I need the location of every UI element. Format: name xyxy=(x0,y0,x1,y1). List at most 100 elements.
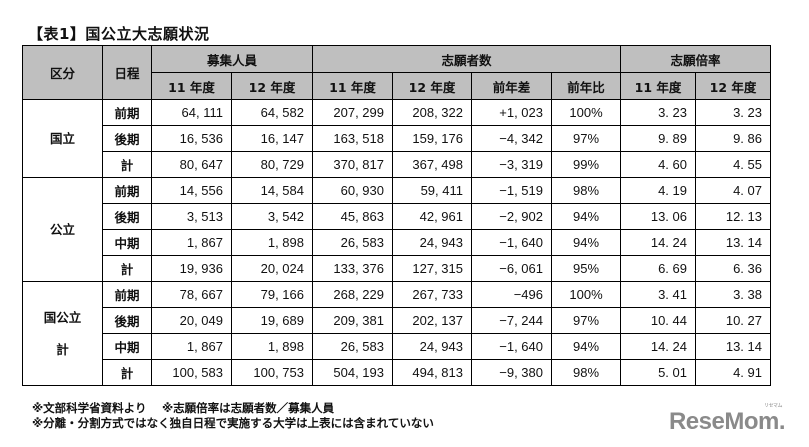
applicants-12-cell: 159, 176 xyxy=(392,125,472,152)
applicants-pct-cell: 94% xyxy=(551,229,621,256)
recruit-12-cell: 79, 166 xyxy=(231,281,313,308)
ratio-12-cell: 4. 55 xyxy=(695,151,771,178)
applicants-pct-cell: 98% xyxy=(551,359,621,386)
recruit-11-cell: 1, 867 xyxy=(151,333,232,360)
applicants-diff-cell: −2, 902 xyxy=(471,203,552,230)
recruit-11-cell: 14, 556 xyxy=(151,177,232,204)
applicants-12-cell: 24, 943 xyxy=(392,333,472,360)
category-label: 公立 xyxy=(49,221,75,237)
category-label: 計 xyxy=(56,341,69,357)
recruit-11-cell: 78, 667 xyxy=(151,281,232,308)
applicants-11-cell: 163, 518 xyxy=(312,125,393,152)
table-row: 後期 3, 513 3, 542 45, 863 42, 961 −2, 902 94% 13… xyxy=(23,203,771,230)
applicants-12-cell: 59, 411 xyxy=(392,177,472,204)
recruit-11-cell: 20, 049 xyxy=(151,307,232,334)
ratio-11-cell: 13. 06 xyxy=(620,203,696,230)
schedule-cell: 前期 xyxy=(102,177,152,204)
category-cell: 国立 xyxy=(22,99,103,178)
schedule-cell: 中期 xyxy=(102,333,152,360)
logo-text: ReseMom. xyxy=(668,408,786,435)
ratio-12-cell: 3. 23 xyxy=(695,99,771,126)
category-label: 国公立 xyxy=(43,309,82,325)
table-row: 国立 前期 64, 111 64, 582 207, 299 208, 322 +1, 02… xyxy=(22,99,771,178)
schedule-cell: 計 xyxy=(102,255,152,282)
table-row: 後期 16, 536 16, 147 163, 518 159, 176 −4, 342 9… xyxy=(23,125,771,152)
header-recruit: 募集人員 xyxy=(151,45,313,73)
header-recruit-11: 11 年度 xyxy=(151,72,232,100)
header-applicants-pct: 前年比 xyxy=(551,72,621,100)
applicants-diff-cell: −1, 640 xyxy=(471,229,552,256)
applicants-pct-cell: 100% xyxy=(551,281,621,308)
recruit-11-cell: 80, 647 xyxy=(151,151,232,178)
table-row: 計 100, 583 100, 753 504, 193 494, 813 −9, 380… xyxy=(23,359,771,386)
applicants-diff-cell: −4, 342 xyxy=(471,125,552,152)
table-row: 中期 1, 867 1, 898 26, 583 24, 943 −1, 640 94% 14… xyxy=(23,333,771,360)
header-ratio-12: 12 年度 xyxy=(695,72,771,100)
applicants-pct-cell: 99% xyxy=(551,151,621,178)
table-row: 後期 20, 049 19, 689 209, 381 202, 137 −7, 244 9… xyxy=(23,307,771,334)
recruit-12-cell: 1, 898 xyxy=(231,333,313,360)
ratio-11-cell: 3. 41 xyxy=(620,281,696,308)
applicants-diff-cell: −3, 319 xyxy=(471,151,552,178)
ratio-11-cell: 9. 89 xyxy=(620,125,696,152)
schedule-cell: 後期 xyxy=(102,203,152,230)
recruit-11-cell: 100, 583 xyxy=(151,359,232,386)
footnote-2: ※分離・分割方式ではなく独自日程で実施する大学は上表には含まれていない xyxy=(32,416,434,430)
recruit-12-cell: 1, 898 xyxy=(231,229,313,256)
applicants-12-cell: 367, 498 xyxy=(392,151,472,178)
applicants-diff-cell: −7, 244 xyxy=(471,307,552,334)
ratio-11-cell: 4. 60 xyxy=(620,151,696,178)
ratio-11-cell: 5. 01 xyxy=(620,359,696,386)
ratio-11-cell: 14. 24 xyxy=(620,229,696,256)
table-row: 計 19, 936 20, 024 133, 376 127, 315 −6, 061 95… xyxy=(23,255,771,282)
recruit-12-cell: 3, 542 xyxy=(231,203,313,230)
ratio-12-cell: 3. 38 xyxy=(695,281,771,308)
applicants-pct-cell: 98% xyxy=(551,177,621,204)
applicants-pct-cell: 97% xyxy=(551,125,621,152)
applicants-pct-cell: 97% xyxy=(551,307,621,334)
schedule-cell: 前期 xyxy=(102,281,152,308)
recruit-11-cell: 16, 536 xyxy=(151,125,232,152)
logo-ruby: リセマム xyxy=(763,403,783,409)
schedule-cell: 前期 xyxy=(102,99,152,126)
resemom-logo: リセマム ReseMom. xyxy=(668,403,786,436)
table-row: 公立 前期 14, 556 14, 584 60, 930 59, 411 −1, 519 9… xyxy=(22,177,771,282)
applicants-pct-cell: 94% xyxy=(551,203,621,230)
applicants-pct-cell: 95% xyxy=(551,255,621,282)
applicants-11-cell: 209, 381 xyxy=(312,307,393,334)
recruit-12-cell: 19, 689 xyxy=(231,307,313,334)
ratio-12-cell: 13. 14 xyxy=(695,333,771,360)
header-applicants-11: 11 年度 xyxy=(312,72,393,100)
ratio-12-cell: 4. 91 xyxy=(695,359,771,386)
recruit-12-cell: 14, 584 xyxy=(231,177,313,204)
header-row-2: 11 年度 12 年度 11 年度 12 年度 前年差 前年比 11 年度 12… xyxy=(23,72,771,100)
schedule-cell: 後期 xyxy=(102,307,152,334)
header-applicants: 志願者数 xyxy=(312,45,621,73)
table-body: 国立 前期 64, 111 64, 582 207, 299 208, 322 +1, 02… xyxy=(22,99,771,386)
applicants-11-cell: 207, 299 xyxy=(312,99,393,126)
schedule-cell: 計 xyxy=(102,151,152,178)
ratio-12-cell: 13. 14 xyxy=(695,229,771,256)
applicants-diff-cell: −9, 380 xyxy=(471,359,552,386)
schedule-cell: 計 xyxy=(102,359,152,386)
applicants-11-cell: 133, 376 xyxy=(312,255,393,282)
recruit-12-cell: 16, 147 xyxy=(231,125,313,152)
applicants-diff-cell: −1, 640 xyxy=(471,333,552,360)
recruit-12-cell: 64, 582 xyxy=(231,99,313,126)
recruit-11-cell: 3, 513 xyxy=(151,203,232,230)
recruit-11-cell: 1, 867 xyxy=(151,229,232,256)
applicants-pct-cell: 94% xyxy=(551,333,621,360)
recruit-12-cell: 100, 753 xyxy=(231,359,313,386)
applicants-12-cell: 42, 961 xyxy=(392,203,472,230)
applicants-11-cell: 26, 583 xyxy=(312,333,393,360)
header-ratio-11: 11 年度 xyxy=(620,72,696,100)
header-applicants-diff: 前年差 xyxy=(471,72,552,100)
table-row: 国公立計前期 78, 667 79, 166 268, 229 267, 733 −496… xyxy=(22,281,771,386)
applicants-11-cell: 370, 817 xyxy=(312,151,393,178)
recruit-12-cell: 20, 024 xyxy=(231,255,313,282)
applicants-diff-cell: +1, 023 xyxy=(471,99,552,126)
applicants-11-cell: 504, 193 xyxy=(312,359,393,386)
ratio-11-cell: 10. 44 xyxy=(620,307,696,334)
recruit-12-cell: 80, 729 xyxy=(231,151,313,178)
ratio-11-cell: 3. 23 xyxy=(620,99,696,126)
